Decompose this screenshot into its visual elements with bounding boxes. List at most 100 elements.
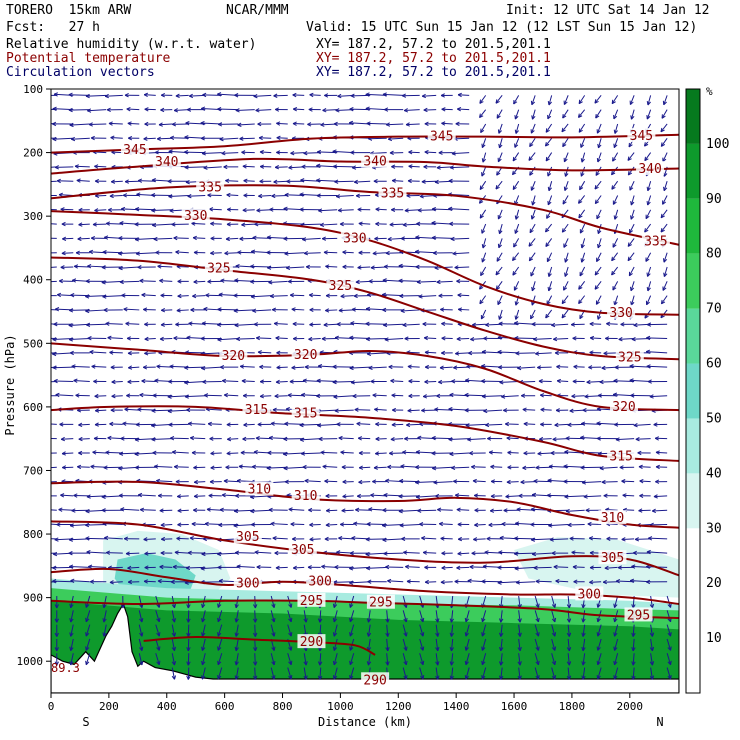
- vector-arrow: [356, 421, 371, 426]
- vector-arrow: [437, 507, 453, 512]
- vector-arrow: [660, 223, 668, 233]
- vector-arrow: [399, 523, 420, 528]
- vector-arrow: [513, 551, 536, 556]
- theta-label: 300: [308, 575, 331, 590]
- vector-arrow: [135, 465, 156, 470]
- vector-arrow: [201, 638, 206, 651]
- vector-arrow: [545, 123, 553, 133]
- vector-arrow: [594, 195, 602, 205]
- vector-arrow: [59, 422, 74, 427]
- vector-arrow: [613, 638, 619, 651]
- vector-arrow: [171, 595, 177, 609]
- vector-arrow: [172, 450, 189, 455]
- vector-arrow: [60, 436, 74, 442]
- vector-arrow: [283, 436, 305, 442]
- vector-arrow: [283, 451, 305, 457]
- vector-arrow: [318, 436, 338, 442]
- vector-arrow: [125, 551, 140, 556]
- vector-arrow: [613, 295, 619, 306]
- vector-arrow: [456, 565, 470, 570]
- vector-arrow: [556, 378, 569, 384]
- vector-arrow: [474, 522, 486, 528]
- vector-arrow: [187, 550, 206, 556]
- vector-arrow: [499, 638, 504, 652]
- vector-arrow: [401, 536, 420, 542]
- theta-label: 290: [363, 673, 386, 688]
- vector-arrow: [124, 93, 140, 98]
- vector-arrow: [457, 551, 470, 556]
- vector-arrow: [660, 209, 668, 219]
- vector-arrow: [441, 121, 453, 126]
- vector-arrow: [110, 135, 123, 140]
- vector-arrow: [497, 580, 519, 585]
- vector-arrow: [406, 579, 420, 584]
- vector-arrow: [200, 120, 222, 126]
- vector-arrow: [144, 336, 156, 342]
- vector-arrow: [124, 407, 140, 412]
- vector-arrow: [237, 250, 255, 255]
- vector-arrow: [187, 421, 206, 426]
- vector-arrow: [456, 336, 470, 342]
- vector-arrow: [201, 653, 206, 666]
- vector-arrow: [93, 436, 107, 441]
- vector-arrow: [321, 336, 338, 341]
- y-tick-label: 700: [23, 464, 43, 477]
- vector-arrow: [468, 350, 486, 356]
- colorbar-segment: [686, 638, 700, 693]
- vector-arrow: [370, 493, 387, 498]
- vector-arrow: [217, 624, 223, 637]
- vector-arrow: [54, 610, 59, 623]
- theta-label-bg: [636, 161, 665, 176]
- theta-label: 345: [630, 129, 653, 144]
- vector-arrow: [273, 179, 288, 185]
- vector-arrow: [534, 610, 540, 623]
- vector-arrow: [662, 281, 668, 291]
- vector-arrow: [595, 109, 602, 119]
- vector-arrow: [202, 379, 222, 385]
- vector-arrow: [109, 421, 123, 427]
- vector-arrow: [52, 565, 74, 571]
- vector-arrow: [551, 653, 557, 666]
- vector-arrow: [421, 93, 437, 99]
- vector-arrow: [438, 293, 453, 298]
- vector-arrow: [324, 93, 338, 98]
- vector-arrow: [561, 123, 569, 133]
- vector-arrow: [94, 178, 107, 184]
- vector-arrow: [173, 235, 189, 241]
- vector-arrow: [254, 550, 272, 555]
- vector-arrow: [105, 221, 123, 226]
- theta-label-bg: [641, 233, 670, 248]
- vector-arrow: [88, 122, 107, 127]
- vector-arrow: [530, 209, 536, 220]
- vector-arrow: [307, 122, 321, 127]
- theta-contour-315: [51, 405, 679, 462]
- vector-arrow: [601, 479, 618, 485]
- colorbar-tick-label: 60: [706, 357, 722, 372]
- vector-arrow: [51, 309, 57, 311]
- vector-arrow: [480, 309, 487, 320]
- vector-arrow: [241, 222, 255, 227]
- theta-label-bg: [291, 405, 320, 420]
- theta-label-bg: [297, 592, 326, 607]
- vector-arrow: [270, 521, 288, 526]
- vector-arrow: [309, 522, 321, 528]
- vector-arrow: [322, 464, 338, 469]
- vector-arrow: [104, 535, 123, 541]
- vector-arrow: [419, 522, 437, 527]
- vector-arrow: [270, 610, 276, 623]
- vector-arrow: [239, 364, 255, 369]
- vector-arrow: [474, 508, 486, 513]
- vector-arrow: [292, 565, 305, 571]
- vector-arrow: [481, 394, 503, 399]
- vector-arrow: [629, 281, 635, 292]
- vector-arrow: [69, 624, 74, 637]
- vector-arrow: [390, 437, 404, 442]
- vector-arrow: [338, 536, 354, 541]
- vector-arrow: [391, 422, 404, 427]
- vector-arrow: [201, 667, 206, 680]
- colorbar-segment: [686, 583, 700, 639]
- vector-arrow: [366, 121, 387, 126]
- vector-arrow: [544, 137, 553, 147]
- vector-arrow: [435, 653, 440, 666]
- vector-arrow: [287, 279, 305, 284]
